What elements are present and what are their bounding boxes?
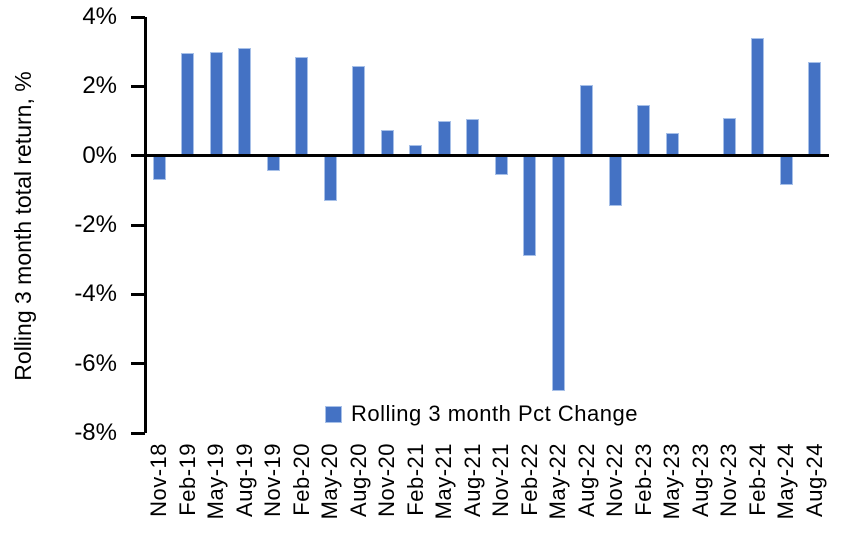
bar [580, 84, 594, 156]
bar [152, 155, 166, 180]
bar [295, 56, 309, 156]
x-axis-label: Feb-22 [516, 443, 542, 516]
bar [551, 155, 565, 392]
y-tick-label: -6% [74, 349, 117, 377]
bar [209, 51, 223, 156]
y-tick-mark [131, 15, 145, 19]
y-tick-label: -2% [74, 211, 117, 238]
y-tick-label: 4% [82, 3, 117, 30]
x-axis-label: Nov-19 [260, 443, 286, 517]
x-axis-label: May-23 [659, 443, 685, 520]
x-axis-label: Aug-23 [687, 443, 713, 517]
x-axis-label: Aug-21 [459, 443, 485, 517]
x-axis-label: Feb-21 [402, 443, 428, 516]
y-tick-label: -8% [74, 419, 117, 446]
bar [751, 37, 765, 156]
bar [494, 155, 508, 175]
x-axis-label: May-22 [545, 443, 571, 520]
bar [266, 155, 280, 172]
x-axis-label: May-20 [317, 443, 343, 520]
y-tick-label: -4% [74, 280, 117, 308]
zero-baseline [145, 154, 829, 158]
x-axis-label: Nov-20 [374, 443, 400, 517]
bar [380, 129, 394, 156]
legend: Rolling 3 month Pct Change [325, 401, 638, 427]
bar [779, 155, 793, 186]
x-axis-label: Aug-24 [801, 443, 827, 517]
x-axis-label: Nov-21 [488, 443, 514, 517]
x-axis-label: Nov-22 [602, 443, 628, 517]
y-tick-mark [131, 154, 145, 158]
x-axis-label: May-19 [203, 443, 229, 520]
bar [181, 53, 195, 156]
y-tick-mark [131, 362, 145, 366]
bar [665, 133, 679, 156]
x-axis-label: Nov-23 [716, 443, 742, 517]
bar [637, 105, 651, 156]
y-axis-line [143, 17, 147, 433]
y-tick-mark [131, 223, 145, 227]
y-tick-mark [131, 84, 145, 88]
y-tick-label: 0% [82, 141, 117, 169]
bar [608, 155, 622, 206]
bar [808, 62, 822, 156]
y-tick-label: 2% [82, 72, 117, 100]
x-axis-label: Aug-22 [573, 443, 599, 517]
bar [466, 119, 480, 156]
legend-label: Rolling 3 month Pct Change [351, 401, 638, 426]
bar [437, 121, 451, 156]
bar [523, 155, 537, 257]
x-axis-label: Feb-23 [630, 443, 656, 516]
x-axis-label: Aug-19 [231, 443, 257, 517]
bar [352, 65, 366, 156]
y-tick-mark [131, 292, 145, 296]
x-axis-label: Feb-19 [174, 443, 200, 516]
bar [722, 117, 736, 156]
x-axis-label: May-21 [431, 443, 457, 520]
x-axis-label: Feb-24 [744, 443, 770, 516]
bar [323, 155, 337, 201]
x-axis-label: Aug-20 [345, 443, 371, 517]
bar [238, 48, 252, 156]
y-tick-mark [131, 431, 145, 435]
x-axis-label: Feb-20 [288, 443, 314, 516]
x-axis-label: May-24 [773, 443, 799, 520]
legend-swatch-icon [325, 405, 342, 423]
x-axis-label: Nov-18 [146, 443, 172, 517]
